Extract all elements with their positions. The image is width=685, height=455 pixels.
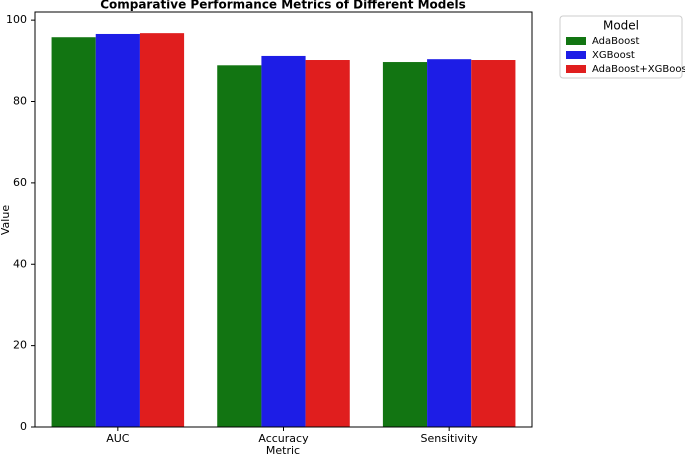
legend-swatch <box>566 37 586 45</box>
y-axis-label: Value <box>0 205 12 235</box>
y-tick-label: 60 <box>13 176 27 189</box>
bar <box>471 60 516 428</box>
plot-frame <box>34 11 533 428</box>
legend-label: XGBoost <box>592 50 635 61</box>
y-tick-label: 80 <box>13 95 27 108</box>
bar <box>139 33 185 428</box>
bar <box>51 37 96 427</box>
bar <box>305 60 350 428</box>
legend-swatch <box>566 65 586 73</box>
x-tick-label: Sensitivity <box>421 432 479 445</box>
y-tick-label: 0 <box>20 420 27 433</box>
legend-swatch <box>566 51 586 59</box>
x-tick-label: Accuracy <box>258 432 309 445</box>
y-tick-label: 20 <box>13 339 27 352</box>
bar <box>382 62 428 427</box>
bar <box>261 55 306 428</box>
chart-title: Comparative Performance Metrics of Diffe… <box>100 0 466 12</box>
bar <box>217 65 262 428</box>
legend-title: Model <box>603 19 639 33</box>
legend-label: AdaBoost+XGBoost <box>592 64 685 75</box>
y-tick-label: 40 <box>13 257 27 270</box>
legend-label: AdaBoost <box>592 36 639 47</box>
bar <box>95 33 140 428</box>
x-axis-label: Metric <box>266 444 300 455</box>
bar <box>427 59 472 428</box>
x-tick-label: AUC <box>106 432 130 445</box>
legend-box <box>559 15 683 79</box>
y-tick-label: 100 <box>6 13 27 26</box>
